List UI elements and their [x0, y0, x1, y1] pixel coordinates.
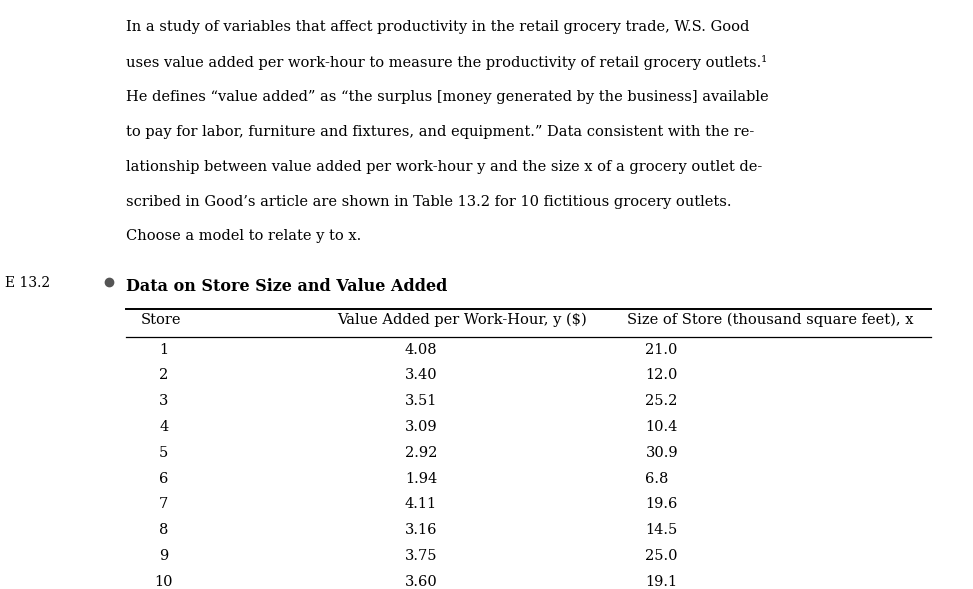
Text: 3.16: 3.16: [405, 523, 437, 537]
Text: Value Added per Work-Hour, y ($): Value Added per Work-Hour, y ($): [337, 313, 587, 327]
Text: 21.0: 21.0: [645, 343, 678, 356]
Text: 3.09: 3.09: [405, 420, 437, 434]
Text: to pay for labor, furniture and fixtures, and equipment.” Data consistent with t: to pay for labor, furniture and fixtures…: [126, 125, 754, 139]
Text: 4.11: 4.11: [405, 497, 437, 511]
Text: 10.4: 10.4: [645, 420, 678, 434]
Text: 8: 8: [159, 523, 168, 537]
Text: 25.2: 25.2: [645, 394, 678, 408]
Text: 3.60: 3.60: [405, 575, 437, 589]
Text: E 13.2: E 13.2: [5, 276, 50, 290]
Text: scribed in Good’s article are shown in Table 13.2 for 10 fictitious grocery outl: scribed in Good’s article are shown in T…: [126, 194, 732, 209]
Text: 4.08: 4.08: [405, 343, 437, 356]
Text: 3.51: 3.51: [405, 394, 437, 408]
Text: 5: 5: [159, 446, 168, 460]
Text: 30.9: 30.9: [645, 446, 678, 460]
Text: 14.5: 14.5: [645, 523, 677, 537]
Text: In a study of variables that affect productivity in the retail grocery trade, W.: In a study of variables that affect prod…: [126, 21, 749, 34]
Text: Data on Store Size and Value Added: Data on Store Size and Value Added: [126, 279, 448, 295]
Text: 6.8: 6.8: [645, 472, 668, 485]
Text: Choose a model to relate y to x.: Choose a model to relate y to x.: [126, 230, 362, 243]
Text: 25.0: 25.0: [645, 549, 678, 563]
Text: 2: 2: [159, 368, 168, 382]
Text: He defines “value added” as “the surplus [money generated by the business] avail: He defines “value added” as “the surplus…: [126, 90, 769, 104]
Text: 19.1: 19.1: [645, 575, 677, 589]
Text: 12.0: 12.0: [645, 368, 678, 382]
Text: Size of Store (thousand square feet), x: Size of Store (thousand square feet), x: [627, 313, 914, 327]
Text: 3: 3: [159, 394, 168, 408]
Text: 3.40: 3.40: [405, 368, 437, 382]
Text: Store: Store: [140, 313, 181, 327]
Text: 2.92: 2.92: [405, 446, 437, 460]
Text: 1.94: 1.94: [405, 472, 437, 485]
Text: 6: 6: [159, 472, 168, 485]
Text: 9: 9: [159, 549, 168, 563]
Text: uses value added per work-hour to measure the productivity of retail grocery out: uses value added per work-hour to measur…: [126, 55, 768, 70]
Text: lationship between value added per work-hour y and the size x of a grocery outle: lationship between value added per work-…: [126, 160, 763, 174]
Text: 4: 4: [159, 420, 168, 434]
Text: 7: 7: [159, 497, 168, 511]
Text: 1: 1: [160, 343, 168, 356]
Text: 10: 10: [155, 575, 173, 589]
Text: 3.75: 3.75: [405, 549, 437, 563]
Text: 19.6: 19.6: [645, 497, 678, 511]
